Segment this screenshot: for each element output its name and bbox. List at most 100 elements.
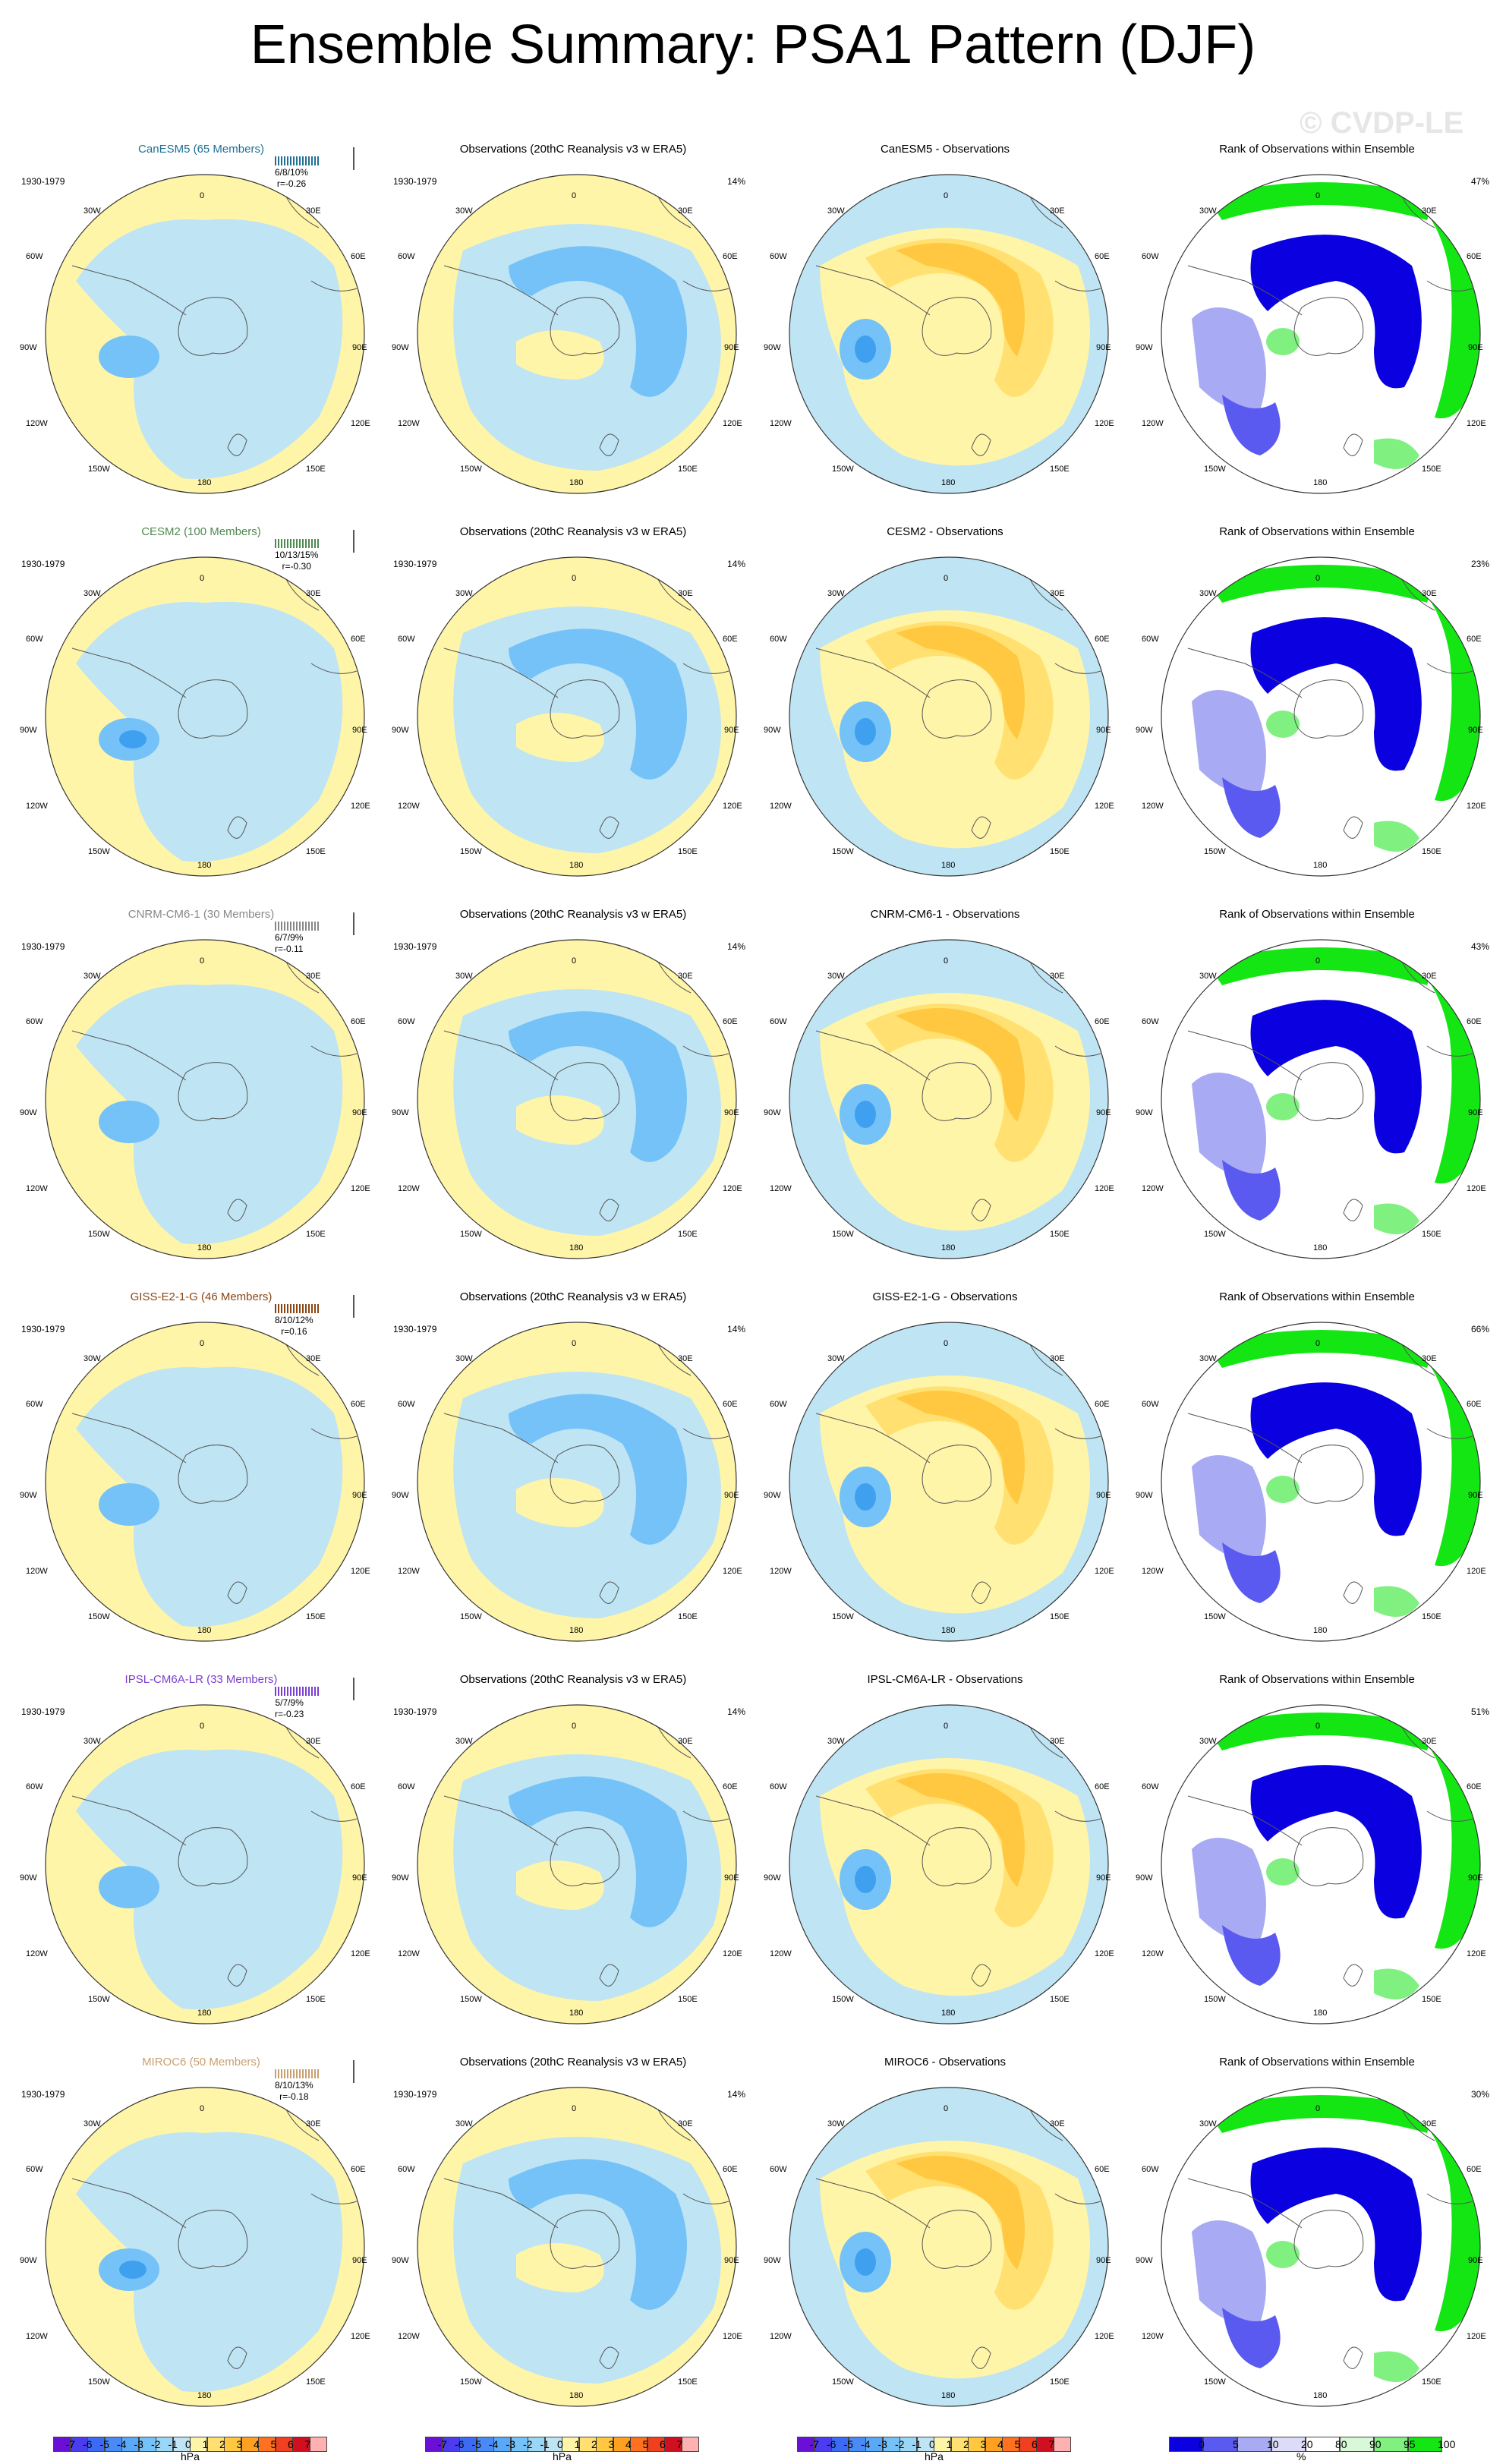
lon-label-30E: 30E: [678, 1354, 693, 1363]
hpa-colorbar-3-tick: 1: [946, 2438, 953, 2450]
lon-label-120W: 120W: [1142, 802, 1164, 811]
rank-colorbar-swatch: [1271, 2437, 1306, 2452]
polar-map: [789, 2087, 1109, 2407]
lon-label-0: 0: [944, 1339, 949, 1348]
lon-label-30W: 30W: [83, 972, 101, 981]
lon-label-30W: 30W: [827, 206, 845, 216]
panel-title: Observations (20thC Reanalysis v3 w ERA5…: [459, 908, 687, 921]
lon-label-60E: 60E: [1095, 252, 1110, 261]
hpa-colorbar-1-swatch: [309, 2437, 327, 2452]
lon-label-150E: 150E: [678, 1612, 698, 1621]
panel-title: Rank of Observations within Ensemble: [1219, 143, 1415, 156]
model-panel-row2: CESM2 (100 Members) 1930-1979 10/13/15% r=-…: [15, 504, 387, 884]
hpa-colorbar-1-tick: -4: [117, 2438, 127, 2450]
lon-label-60E: 60E: [1095, 635, 1110, 644]
lon-label-30E: 30E: [678, 2119, 693, 2128]
lon-label-120W: 120W: [398, 2332, 420, 2341]
hpa-colorbar-1-tick: 0: [185, 2438, 191, 2450]
lon-label-180: 180: [1313, 2009, 1328, 2018]
lon-label-120W: 120W: [1142, 1184, 1164, 1193]
lon-label-180: 180: [197, 1626, 212, 1635]
lon-label-90W: 90W: [392, 1108, 409, 1117]
lon-label-150W: 150W: [1204, 1612, 1226, 1621]
rank-panel-row3: Rank of Observations within Ensemble 43% 0…: [1131, 887, 1503, 1266]
obs-marker-bar: [353, 1678, 354, 1700]
lon-label-150E: 150E: [1422, 2377, 1441, 2387]
lon-label-30E: 30E: [306, 206, 321, 216]
diff-panel-row6: MIROC6 - Observations 0 30E 60E 90E 120E 150E 1…: [759, 2034, 1131, 2414]
lon-label-150E: 150E: [306, 1995, 326, 2004]
hpa-colorbar-1-tick: -6: [83, 2438, 93, 2450]
pct-variance-stats: 5/7/9% r=-0.23: [275, 1687, 320, 1720]
lon-label-90E: 90E: [1468, 343, 1483, 352]
lon-label-60W: 60W: [26, 252, 43, 261]
lon-label-120E: 120E: [1095, 2332, 1114, 2341]
diff-panel-row3: CNRM-CM6-1 - Observations 0 30E 60E 90E 120E 1…: [759, 887, 1131, 1266]
hpa-colorbar-1-tick: 1: [202, 2438, 209, 2450]
lon-label-30W: 30W: [827, 589, 845, 598]
lon-label-150W: 150W: [88, 1230, 110, 1239]
lon-label-0: 0: [572, 1722, 577, 1731]
period-label: 1930-1979: [393, 941, 437, 952]
lon-label-150E: 150E: [1050, 1995, 1070, 2004]
lon-label-90W: 90W: [764, 1108, 781, 1117]
lon-label-0: 0: [200, 2104, 205, 2113]
polar-map: [1161, 939, 1481, 1259]
lon-label-0: 0: [572, 2104, 577, 2113]
lon-label-30W: 30W: [83, 2119, 101, 2128]
lon-label-60E: 60E: [351, 1400, 366, 1409]
lon-label-150E: 150E: [1422, 465, 1441, 474]
lon-label-150W: 150W: [1204, 2377, 1226, 2387]
lon-label-150E: 150E: [1050, 465, 1070, 474]
diff-panel-row5: IPSL-CM6A-LR - Observations 0 30E 60E 90E 120…: [759, 1652, 1131, 2031]
lon-label-90W: 90W: [1136, 726, 1153, 735]
rank-panel-row2: Rank of Observations within Ensemble 23% 0…: [1131, 504, 1503, 884]
hpa-colorbar-2-tick: 3: [608, 2438, 615, 2450]
lon-label-120E: 120E: [1095, 419, 1114, 428]
lon-label-90E: 90E: [352, 1108, 367, 1117]
lon-label-120W: 120W: [26, 1184, 48, 1193]
rank-colorbar-tick: 5: [1233, 2438, 1239, 2450]
hpa-colorbar-1-tick: 6: [288, 2438, 294, 2450]
lon-label-90W: 90W: [20, 343, 37, 352]
hpa-colorbar-3-tick: 0: [929, 2438, 935, 2450]
lon-label-180: 180: [197, 861, 212, 870]
hpa-colorbar-3-tick: -4: [861, 2438, 871, 2450]
lon-label-120E: 120E: [1467, 1949, 1486, 1958]
lon-label-90W: 90W: [392, 1491, 409, 1500]
lon-label-120E: 120E: [723, 802, 742, 811]
lon-label-180: 180: [941, 1626, 956, 1635]
lon-label-150W: 150W: [1204, 465, 1226, 474]
lon-label-0: 0: [572, 1339, 577, 1348]
rank-colorbar-tick: 90: [1369, 2438, 1382, 2450]
polar-map: [789, 939, 1109, 1259]
lon-label-120E: 120E: [723, 2332, 742, 2341]
lon-label-150W: 150W: [832, 1612, 854, 1621]
lon-label-150E: 150E: [306, 2377, 326, 2387]
lon-label-150W: 150W: [460, 847, 482, 856]
lon-label-30E: 30E: [1422, 589, 1437, 598]
lon-label-180: 180: [941, 478, 956, 487]
pct-label: 47%: [1470, 176, 1489, 187]
lon-label-0: 0: [200, 191, 205, 200]
lon-label-60W: 60W: [398, 252, 415, 261]
lon-label-60E: 60E: [1467, 252, 1482, 261]
rank-colorbar-tick: 0: [1199, 2438, 1205, 2450]
lon-label-30W: 30W: [455, 206, 473, 216]
lon-label-90E: 90E: [352, 726, 367, 735]
polar-map: [417, 1704, 737, 2024]
hpa-colorbar-1-tick: 2: [219, 2438, 225, 2450]
lon-label-30W: 30W: [827, 2119, 845, 2128]
lon-label-120W: 120W: [770, 1949, 792, 1958]
lon-label-0: 0: [200, 1339, 205, 1348]
watermark: © CVDP-LE: [1300, 106, 1464, 140]
polar-map: [45, 174, 365, 494]
lon-label-120E: 120E: [351, 802, 370, 811]
model-panel-row3: CNRM-CM6-1 (30 Members) 1930-1979 6/7/9% r=…: [15, 887, 387, 1266]
lon-label-180: 180: [1313, 1243, 1328, 1252]
lon-label-150W: 150W: [88, 465, 110, 474]
lon-label-60E: 60E: [723, 635, 738, 644]
obs-panel-row5: Observations (20thC Reanalysis v3 w ERA5…: [387, 1652, 759, 2031]
lon-label-150E: 150E: [1422, 1612, 1441, 1621]
hpa-colorbar-3-tick: 7: [1048, 2438, 1055, 2450]
